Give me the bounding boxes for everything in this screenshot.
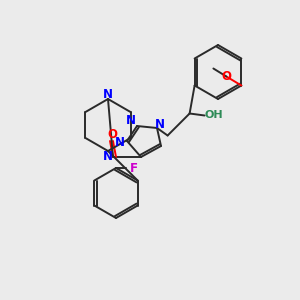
- Text: N: N: [103, 88, 113, 100]
- Text: N: N: [115, 136, 125, 149]
- Text: N: N: [155, 118, 165, 130]
- Text: N: N: [103, 149, 113, 163]
- Text: O: O: [221, 70, 231, 83]
- Text: F: F: [130, 161, 138, 175]
- Text: N: N: [126, 115, 136, 128]
- Text: O: O: [107, 128, 117, 142]
- Text: OH: OH: [204, 110, 223, 121]
